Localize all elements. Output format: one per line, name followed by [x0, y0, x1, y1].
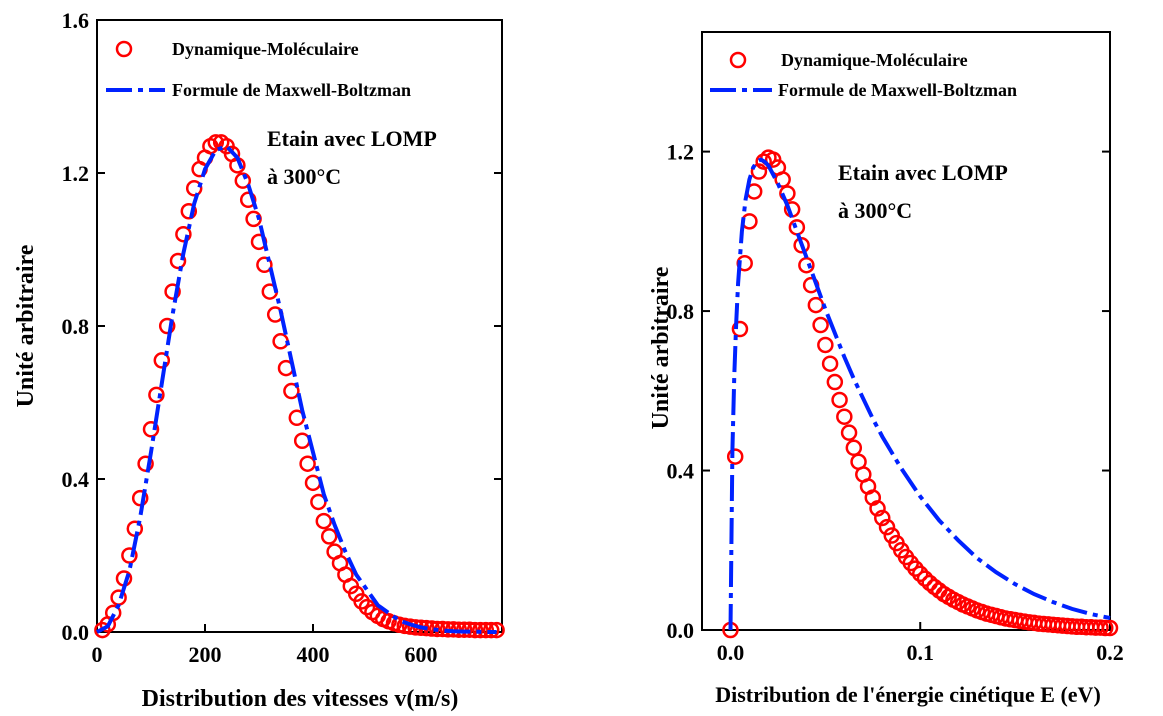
md-point	[482, 621, 500, 639]
y-tick-label: 1.2	[62, 161, 90, 186]
md-point	[256, 256, 273, 274]
md-point	[812, 316, 829, 334]
md-point	[239, 191, 257, 209]
y-tick-label: 0.4	[667, 459, 695, 484]
mb-curve	[728, 157, 1111, 631]
md-point	[836, 408, 853, 425]
y-tick-label: 0.8	[667, 299, 695, 324]
x-axis-title: Distribution des vitesses v(m/s)	[142, 686, 459, 712]
md-point	[807, 296, 825, 314]
md-point	[148, 386, 165, 404]
plot-frame	[96, 19, 503, 633]
md-point	[764, 151, 782, 168]
energy-distribution-chart: 0.0 0.1 0.2 0.0 0.4 0.8 1.2 Dynamique-Molécul…	[648, 31, 1124, 707]
md-point	[137, 455, 154, 472]
md-point	[831, 391, 848, 409]
md-point	[1101, 619, 1119, 637]
velocity-distribution-chart: 0 200 400 600 0.0 0.4 0.8 1.2 1.6 Dynamique-Mol…	[13, 8, 505, 712]
md-point	[164, 283, 181, 300]
md-point	[755, 153, 772, 170]
md-point	[153, 352, 171, 369]
x-tick-labels: 0 200 400 600	[92, 642, 438, 667]
annotation-line-2: à 300°C	[838, 198, 912, 223]
md-point	[142, 421, 160, 438]
annotation-line-1: Etain avec LOMP	[267, 126, 437, 151]
md-point	[774, 171, 791, 188]
md-point	[826, 373, 844, 391]
md-point	[428, 620, 446, 638]
legend-md-label: Dynamique-Moléculaire	[781, 50, 968, 70]
legend-md-label: Dynamique-Moléculaire	[172, 39, 359, 59]
x-tick-label: 400	[297, 642, 330, 667]
md-point	[315, 512, 333, 530]
annotation-line-1: Etain avec LOMP	[838, 160, 1008, 185]
y-tick-labels: 0.0 0.4 0.8 1.2 1.6	[62, 8, 90, 645]
y-tick-label: 1.6	[62, 8, 90, 33]
legend-md-marker	[115, 40, 133, 58]
x-tick-label: 0.2	[1096, 640, 1124, 665]
md-point	[207, 134, 225, 151]
md-point	[1097, 619, 1114, 637]
legend: Dynamique-Moléculaire Formule de Maxwell…	[106, 39, 411, 100]
legend-mb-label: Formule de Maxwell-Boltzman	[172, 80, 411, 100]
mb-curve	[96, 143, 497, 634]
y-tick-label: 0.4	[62, 467, 90, 492]
md-point	[793, 237, 810, 254]
md-point	[798, 256, 815, 274]
md-point	[840, 424, 858, 441]
legend: Dynamique-Moléculaire Formule de Maxwell…	[710, 50, 1017, 100]
y-tick-label: 0.8	[62, 314, 90, 339]
md-markers	[94, 134, 505, 639]
md-point	[731, 320, 749, 338]
y-tick-label: 0.0	[62, 620, 90, 645]
md-point	[169, 252, 187, 270]
tick-marks	[96, 19, 502, 633]
legend-md-marker	[729, 51, 747, 69]
md-point	[845, 439, 863, 457]
md-point	[916, 570, 934, 587]
x-tick-label: 0.1	[906, 640, 934, 665]
md-point	[726, 448, 744, 465]
x-tick-labels: 0.0 0.1 0.2	[717, 640, 1124, 665]
y-axis-title: Unité arbitraire	[13, 244, 39, 407]
md-point	[817, 336, 834, 354]
x-tick-label: 0.0	[717, 640, 745, 665]
md-point	[185, 180, 203, 197]
md-point	[121, 547, 138, 564]
md-point	[175, 225, 192, 243]
md-point	[158, 317, 176, 335]
y-tick-label: 1.2	[667, 140, 695, 165]
md-point	[821, 355, 839, 372]
md-point	[320, 528, 338, 545]
plot-frame	[701, 31, 1111, 631]
md-point	[907, 560, 924, 577]
md-point	[911, 565, 929, 583]
y-tick-labels: 0.0 0.4 0.8 1.2	[667, 140, 695, 643]
y-tick-label: 0.0	[667, 618, 695, 643]
md-point	[283, 382, 300, 400]
legend-mb-label: Formule de Maxwell-Boltzman	[778, 80, 1017, 100]
md-markers	[722, 149, 1119, 639]
x-axis-title: Distribution de l'énergie cinétique E (e…	[715, 682, 1101, 707]
md-point	[750, 163, 768, 180]
md-point	[878, 518, 896, 536]
md-point	[788, 219, 806, 236]
md-point	[869, 500, 886, 517]
x-tick-label: 0	[92, 642, 103, 667]
md-point	[180, 203, 198, 220]
annotation-line-2: à 300°C	[267, 164, 341, 189]
x-tick-label: 200	[189, 642, 222, 667]
md-point	[874, 509, 891, 527]
md-point	[299, 455, 316, 472]
x-tick-label: 600	[405, 642, 438, 667]
md-point	[234, 172, 252, 189]
md-point	[412, 619, 430, 637]
y-axis-title: Unité arbitraire	[648, 266, 674, 429]
